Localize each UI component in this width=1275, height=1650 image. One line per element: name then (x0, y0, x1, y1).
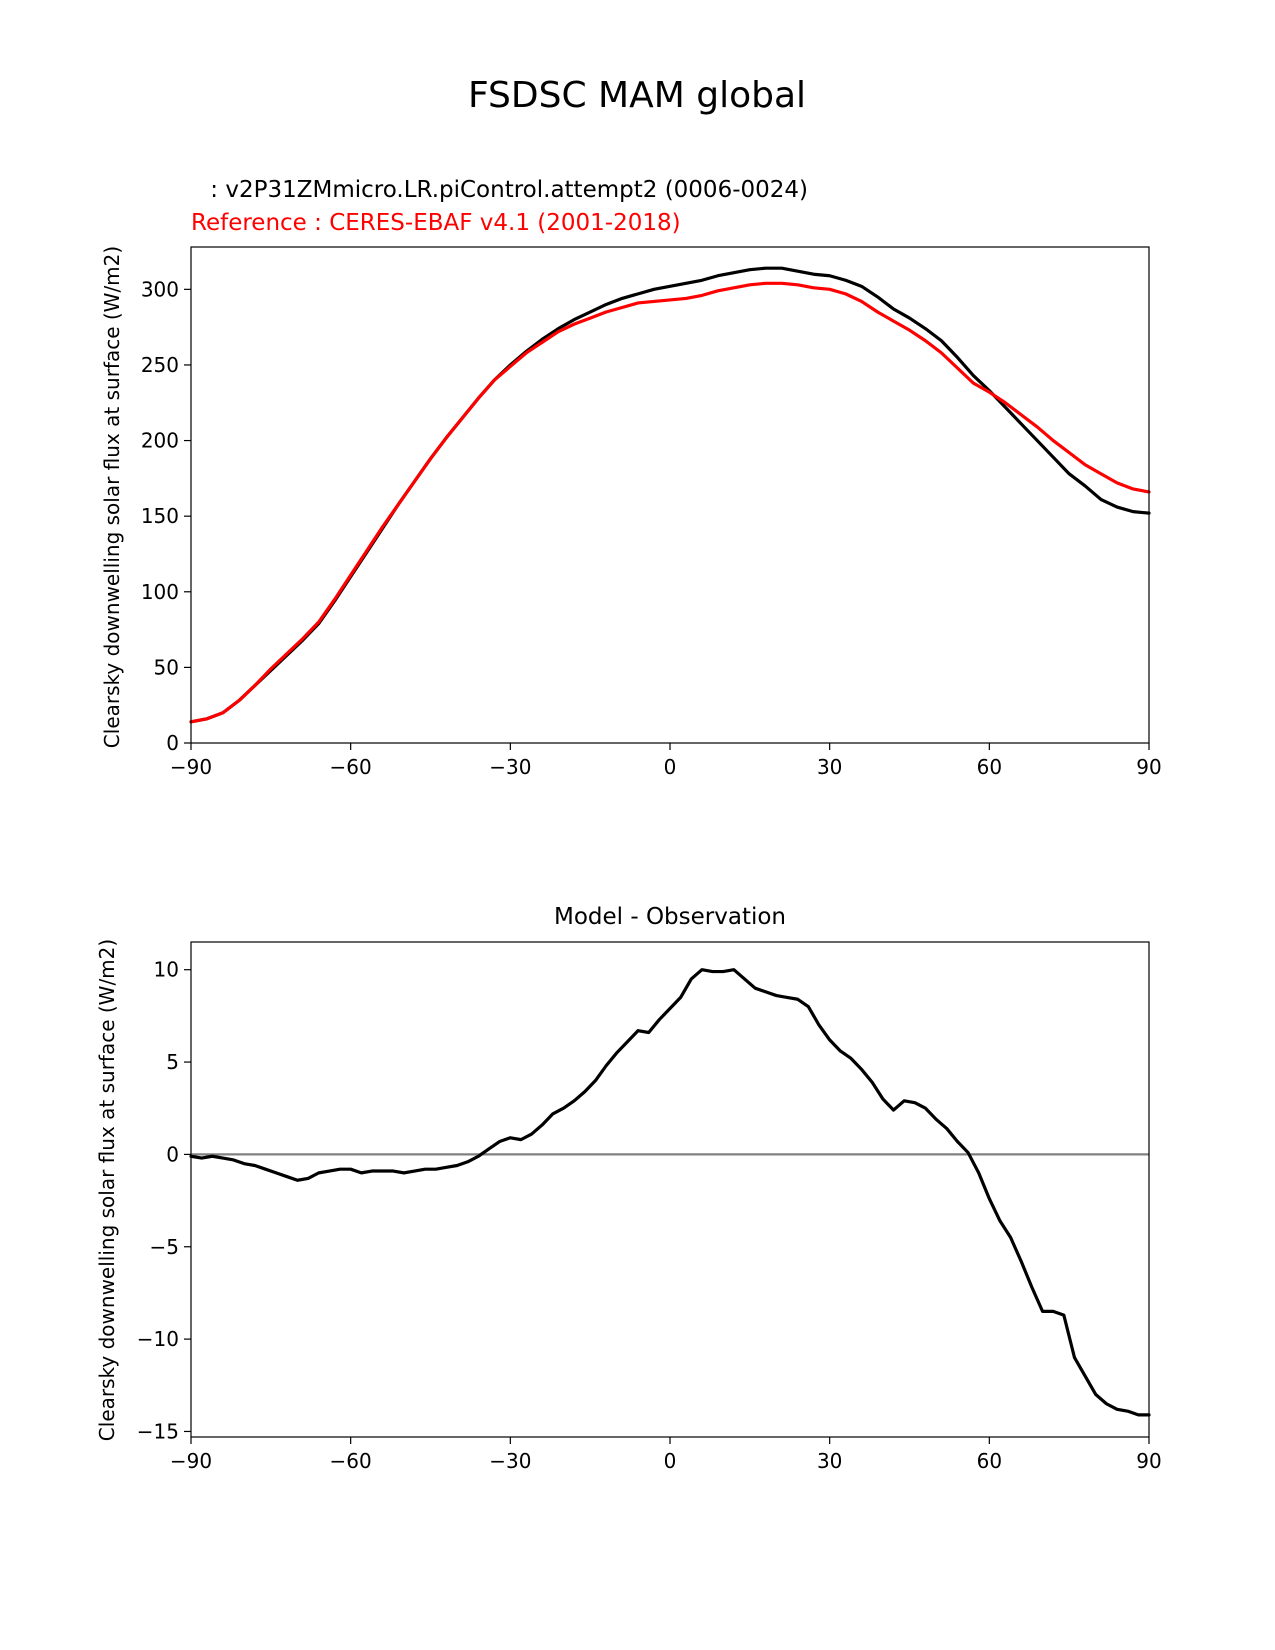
top-x-tick-label: 30 (817, 755, 842, 779)
top-plot-frame (190, 246, 1150, 744)
bottom-y-ticks: −15 −10 −5 0 5 10 (137, 958, 191, 1443)
reference-label: Reference : CERES-EBAF v4.1 (2001-2018) (191, 210, 681, 236)
bottom-y-tick-label: 5 (166, 1050, 179, 1074)
top-y-tick-label: 200 (141, 429, 179, 453)
top-x-tick-label: −30 (489, 755, 531, 779)
top-y-tick-label: 150 (141, 504, 179, 528)
top-reference-line (189, 281, 1151, 724)
bottom-series (189, 968, 1151, 1417)
test-case-label: : v2P31ZMmicro.LR.piControl.attempt2 (00… (203, 177, 808, 203)
top-series (189, 266, 1151, 724)
bottom-model-observation-line (189, 968, 1151, 1417)
top-y-axis-label: Clearsky downwelling solar flux at surfa… (100, 246, 124, 748)
bottom-y-tick-label: 0 (166, 1142, 179, 1166)
bottom-x-tick-label: 60 (977, 1449, 1002, 1473)
bottom-x-tick-label: 0 (664, 1449, 677, 1473)
bottom-y-axis-label: Clearsky downwelling solar flux at surfa… (95, 939, 119, 1441)
bottom-x-tick-label: 90 (1136, 1449, 1161, 1473)
bottom-y-tick-label: −10 (137, 1327, 179, 1351)
bottom-x-tick-label: −60 (330, 1449, 372, 1473)
bottom-y-tick-label: −5 (150, 1235, 179, 1259)
top-y-tick-label: 0 (166, 731, 179, 755)
top-y-ticks: 0 50 100 150 200 250 300 (141, 277, 191, 755)
bottom-y-tick-label: 10 (154, 958, 179, 982)
top-x-tick-label: −90 (170, 755, 212, 779)
bottom-x-tick-label: −90 (170, 1449, 212, 1473)
bottom-x-tick-label: −30 (489, 1449, 531, 1473)
top-x-tick-label: 0 (664, 755, 677, 779)
bottom-panel-title: Model - Observation (554, 904, 786, 930)
bottom-plot-frame (190, 941, 1150, 1438)
bottom-y-tick-label: −15 (137, 1419, 179, 1443)
top-x-tick-label: 60 (977, 755, 1002, 779)
figure-title: FSDSC MAM global (468, 75, 806, 116)
top-panel: : v2P31ZMmicro.LR.piControl.attempt2 (00… (100, 177, 1162, 779)
top-x-tick-label: −60 (330, 755, 372, 779)
bottom-x-tick-label: 30 (817, 1449, 842, 1473)
top-y-tick-label: 300 (141, 277, 179, 301)
bottom-x-ticks: −90 −60 −30 0 30 60 90 (170, 1437, 1162, 1473)
top-y-tick-label: 250 (141, 353, 179, 377)
top-y-tick-label: 50 (154, 655, 179, 679)
top-y-tick-label: 100 (141, 580, 179, 604)
top-x-ticks: −90 −60 −30 0 30 60 90 (170, 743, 1162, 779)
bottom-panel: Model - Observation Clearsky downwelling… (95, 904, 1162, 1473)
top-x-tick-label: 90 (1136, 755, 1161, 779)
